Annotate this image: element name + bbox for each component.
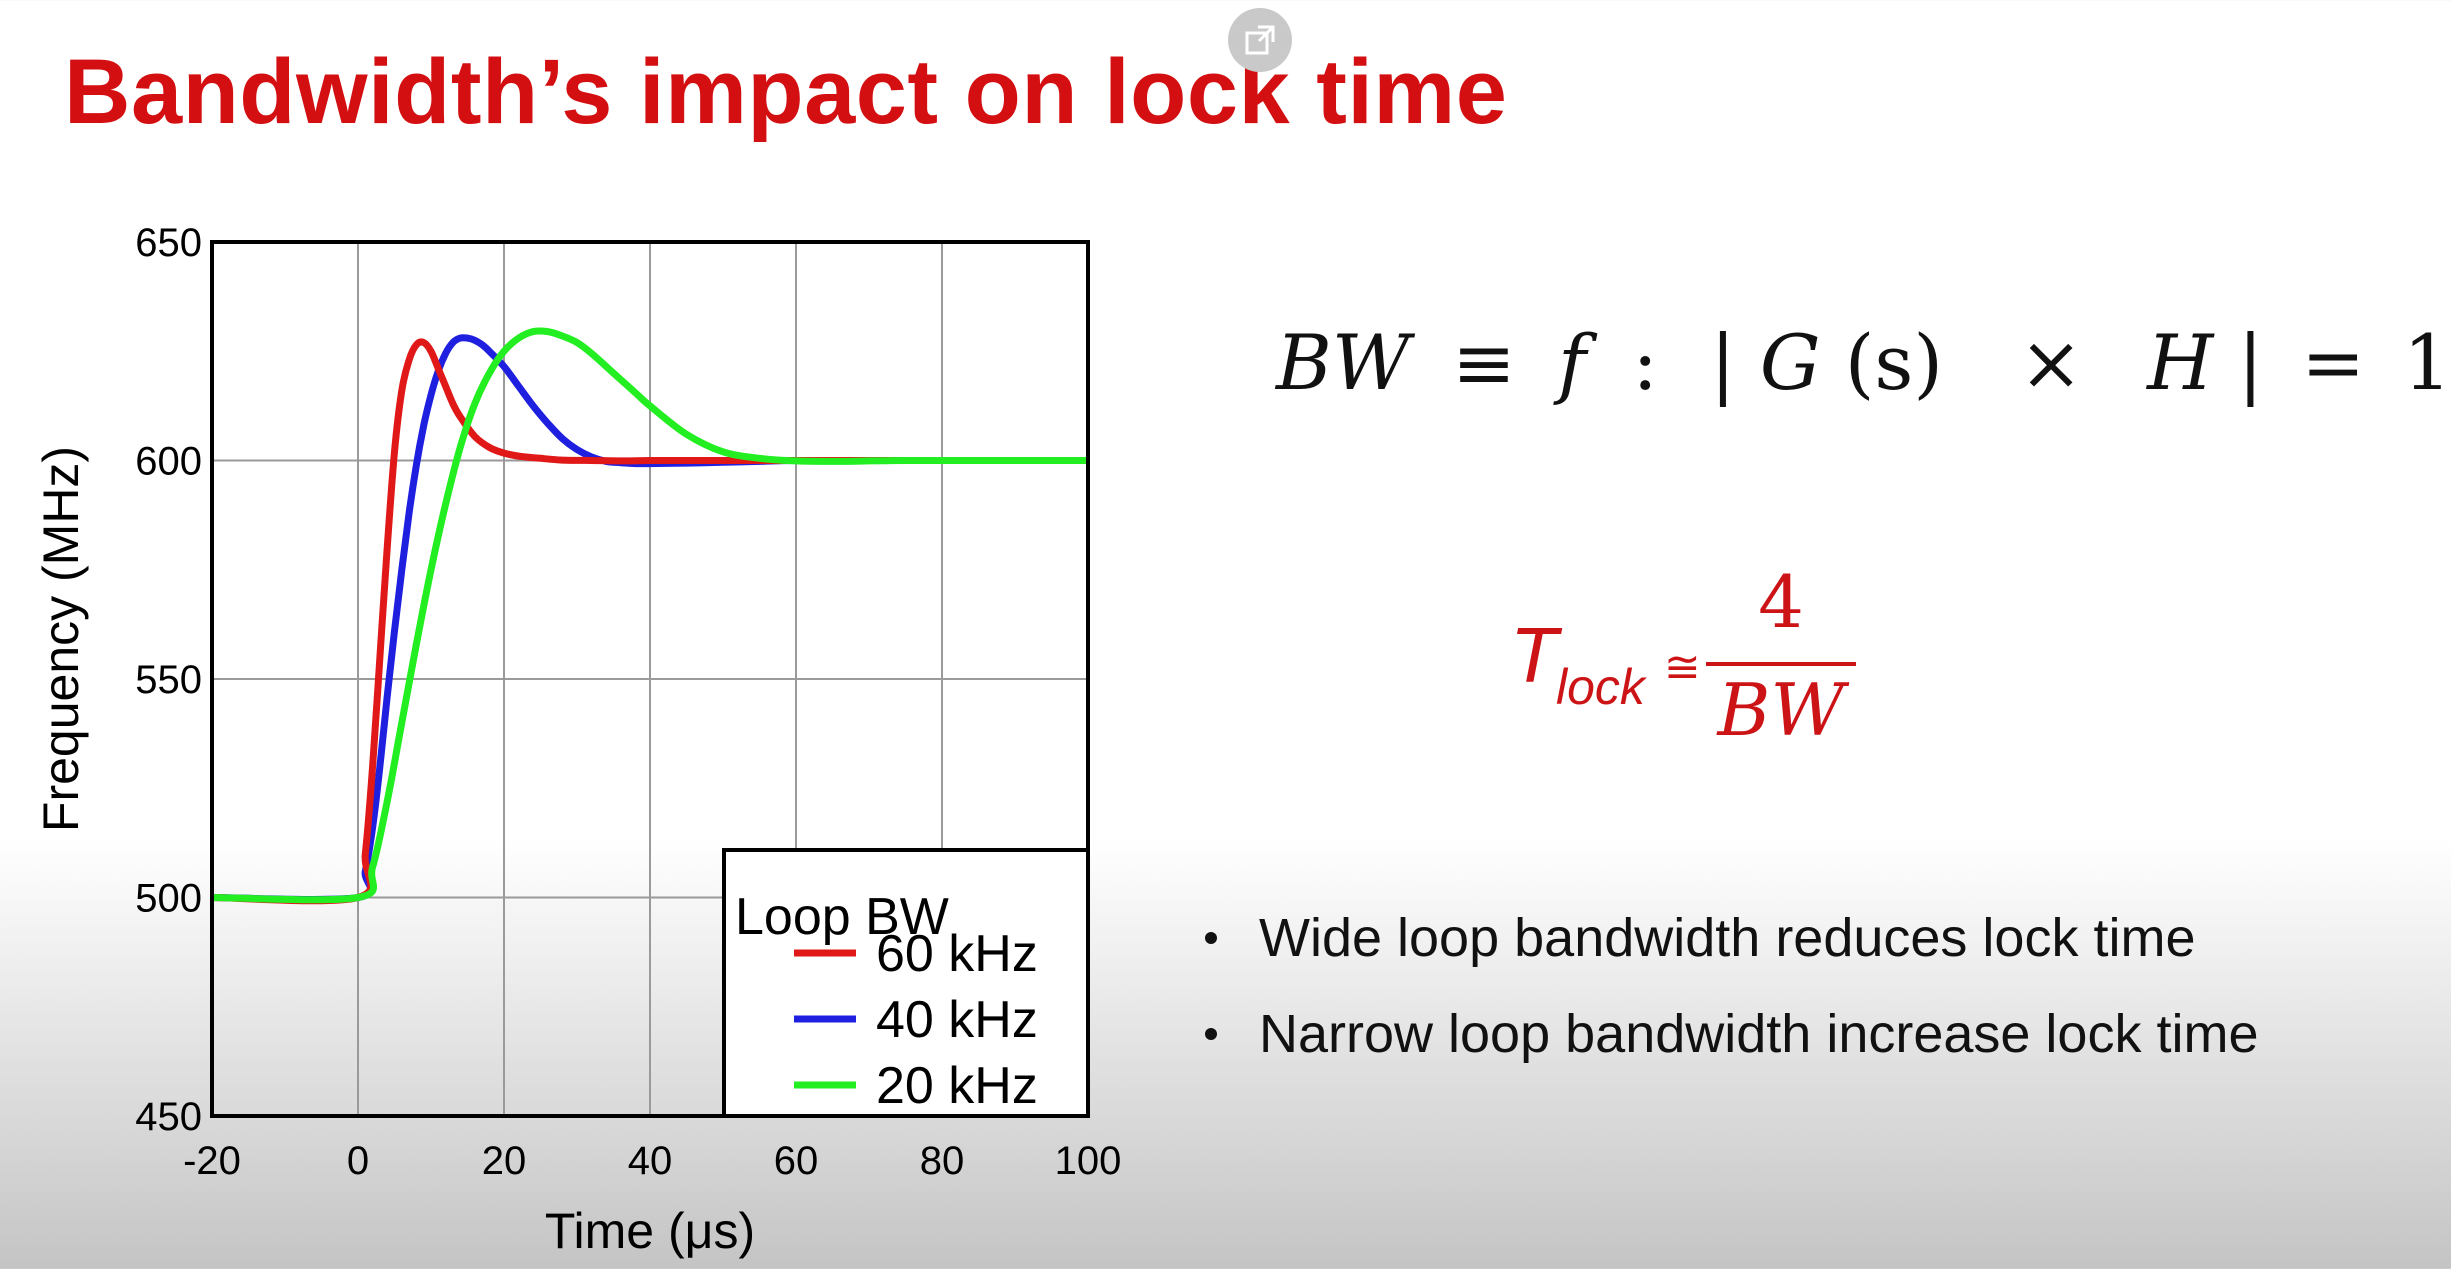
bullet-text: Narrow loop bandwidth increase lock time bbox=[1259, 1004, 2259, 1064]
bandwidth-equation: BW ≡ f : | G (s) × H | = 1 bbox=[1276, 318, 2451, 407]
x-tick-label: 40 bbox=[628, 1139, 673, 1183]
x-axis-label: Time (μs) bbox=[545, 1203, 755, 1259]
eq-f: f bbox=[1558, 318, 1587, 407]
x-tick-label: 20 bbox=[482, 1139, 527, 1183]
bullet-item: Wide loop bandwidth reduces lock time bbox=[1205, 890, 2258, 986]
chart-series bbox=[211, 327, 1088, 905]
bullet-item: Narrow loop bandwidth increase lock time bbox=[1205, 986, 2258, 1082]
eq-times: × bbox=[2019, 318, 2083, 407]
tlock-approx: ≅ bbox=[1664, 642, 1701, 693]
legend-label: 40 kHz bbox=[876, 991, 1038, 1049]
tlock-fraction-bar bbox=[1706, 662, 1856, 666]
bullet-dot bbox=[1205, 932, 1217, 944]
series-line-20-khz bbox=[211, 327, 1088, 904]
tlock-denominator: BW bbox=[1717, 668, 1845, 752]
tlock-t: T bbox=[1510, 611, 1558, 699]
eq-equals: = bbox=[2301, 318, 2366, 407]
y-tick-label: 500 bbox=[135, 877, 202, 921]
y-tick-label: 650 bbox=[135, 221, 202, 265]
series-line-60-khz bbox=[211, 338, 1088, 905]
x-tick-label: 80 bbox=[920, 1139, 965, 1183]
eq-equiv: ≡ bbox=[1452, 318, 1516, 407]
tlock-subscript: lock bbox=[1556, 659, 1645, 715]
eq-bw: BW bbox=[1276, 318, 1410, 407]
chart-tick-labels: -20 0 20 40 60 80 100 450 500 550 600 650 bbox=[135, 221, 1121, 1183]
y-tick-label: 600 bbox=[135, 440, 202, 484]
lock-time-chart: -20 0 20 40 60 80 100 450 500 550 600 650 Time (μs)… bbox=[33, 221, 1121, 1259]
external-link-glyph bbox=[1245, 25, 1275, 55]
x-tick-label: 0 bbox=[347, 1139, 369, 1183]
legend-box bbox=[722, 848, 1090, 1118]
eq-s: (s) bbox=[1844, 318, 1944, 407]
external-link-icon[interactable] bbox=[1228, 8, 1292, 72]
x-tick-label: 60 bbox=[774, 1139, 819, 1183]
bullet-list: Wide loop bandwidth reduces lock time Na… bbox=[1205, 890, 2258, 1082]
x-tick-label: 100 bbox=[1055, 1139, 1122, 1183]
eq-bar-close: | bbox=[2237, 318, 2264, 407]
y-tick-label: 550 bbox=[135, 658, 202, 702]
bullet-text: Wide loop bandwidth reduces lock time bbox=[1259, 908, 2196, 968]
legend-label: 60 kHz bbox=[876, 925, 1038, 983]
tlock-numerator: 4 bbox=[1758, 560, 1804, 644]
x-tick-label: -20 bbox=[183, 1139, 241, 1183]
eq-g: G bbox=[1759, 318, 1821, 407]
legend-title: Loop BW bbox=[735, 888, 949, 946]
legend-label: 20 kHz bbox=[876, 1057, 1038, 1115]
eq-one: 1 bbox=[2403, 318, 2451, 407]
plot-frame bbox=[210, 240, 1090, 1118]
chart-legend: Loop BW 60 kHz 40 kHz 20 kHz bbox=[722, 848, 1090, 1118]
bullet-dot bbox=[1205, 1028, 1217, 1040]
y-tick-label: 450 bbox=[135, 1095, 202, 1139]
y-axis-label: Frequency (MHz) bbox=[33, 446, 89, 832]
eq-h: H bbox=[2147, 318, 2214, 407]
eq-colon: : bbox=[1632, 318, 1658, 407]
eq-bar-open: | bbox=[1710, 318, 1736, 407]
